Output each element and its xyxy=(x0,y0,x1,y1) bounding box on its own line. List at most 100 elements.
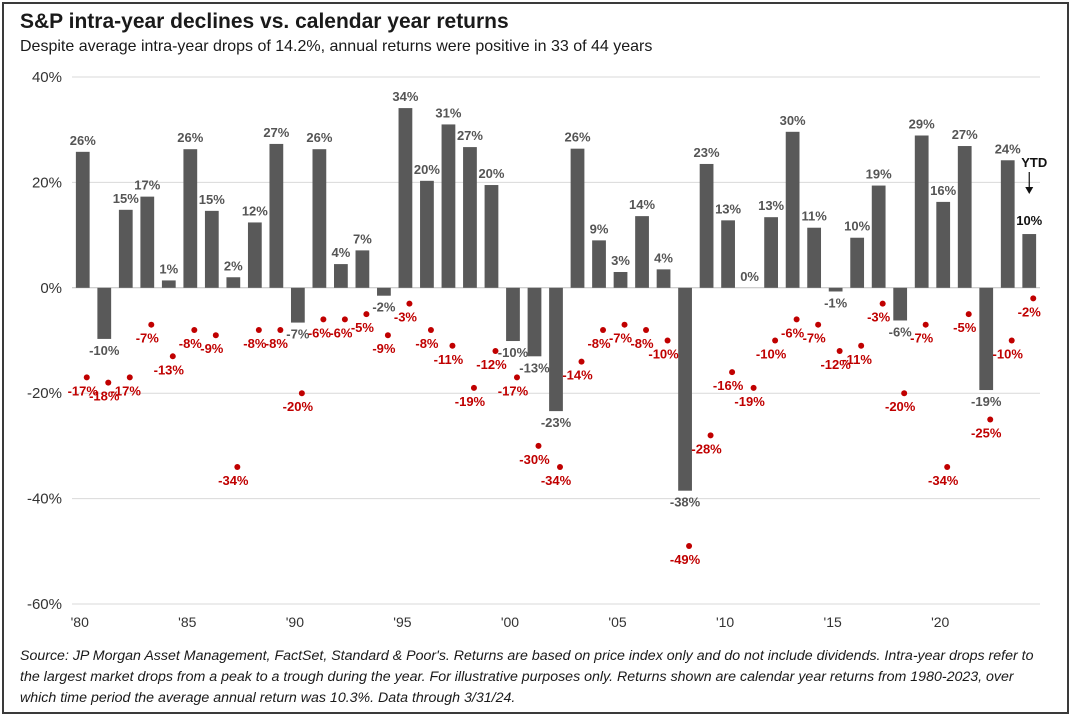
decline-dot xyxy=(664,337,671,344)
return-label: 2% xyxy=(224,258,243,273)
chart-subtitle: Despite average intra-year drops of 14.2… xyxy=(20,38,653,55)
decline-label: -7% xyxy=(136,331,160,346)
return-label: 13% xyxy=(715,201,741,216)
decline-label: -19% xyxy=(455,394,486,409)
decline-label: -20% xyxy=(885,399,916,414)
decline-label: -16% xyxy=(713,378,744,393)
return-label: -6% xyxy=(889,324,913,339)
return-label: 1% xyxy=(159,261,178,276)
return-bar xyxy=(75,151,90,288)
return-label: 10% xyxy=(1016,213,1042,228)
decline-dot xyxy=(363,311,370,318)
decline-dot xyxy=(234,463,241,470)
decline-dot xyxy=(320,316,327,323)
return-bar xyxy=(355,250,370,288)
x-tick-label: '80 xyxy=(71,614,89,630)
return-bar xyxy=(699,163,714,288)
decline-label: -20% xyxy=(283,399,314,414)
return-bar xyxy=(463,147,477,288)
return-label: 16% xyxy=(930,183,956,198)
return-bar xyxy=(204,210,219,288)
return-label: 27% xyxy=(457,128,483,143)
return-label: 23% xyxy=(694,145,720,160)
decline-dot xyxy=(729,369,736,376)
return-label: 4% xyxy=(331,245,350,260)
decline-label: -8% xyxy=(265,336,289,351)
decline-dot xyxy=(169,353,176,360)
return-bar xyxy=(161,280,176,288)
decline-dot xyxy=(707,432,714,439)
decline-label: -8% xyxy=(243,336,267,351)
return-label: 30% xyxy=(780,113,806,128)
x-tick-label: '90 xyxy=(286,614,304,630)
decline-label: -5% xyxy=(351,320,375,335)
return-label: -38% xyxy=(670,495,701,510)
return-bar xyxy=(1022,234,1037,288)
decline-dot xyxy=(750,384,757,391)
decline-dot xyxy=(341,316,348,323)
return-label: 34% xyxy=(392,89,418,104)
decline-label: -10% xyxy=(993,347,1024,362)
x-tick-label: '15 xyxy=(824,614,842,630)
return-label: -10% xyxy=(498,345,529,360)
return-bar xyxy=(721,220,735,288)
decline-dot xyxy=(470,384,477,391)
intra-year-decline-dots xyxy=(83,295,1037,550)
decline-label: -49% xyxy=(670,552,701,567)
decline-label: -12% xyxy=(476,357,507,372)
return-bar xyxy=(592,240,606,288)
decline-label: -5% xyxy=(953,320,977,335)
return-label: 24% xyxy=(995,141,1021,156)
return-bar xyxy=(527,287,542,357)
decline-dot xyxy=(105,379,112,386)
return-bar xyxy=(290,287,305,323)
decline-label: -25% xyxy=(971,426,1002,441)
decline-label: -7% xyxy=(803,331,827,346)
return-bar xyxy=(484,185,499,288)
decline-dot xyxy=(944,463,951,470)
return-label: 12% xyxy=(242,203,268,218)
decline-dot xyxy=(965,311,972,318)
decline-label: -14% xyxy=(562,368,593,383)
return-label: 26% xyxy=(564,130,590,145)
return-bar xyxy=(613,271,628,288)
decline-label: -6% xyxy=(781,325,805,340)
decline-label: -8% xyxy=(630,336,654,351)
decline-label: -19% xyxy=(734,394,765,409)
decline-label: -34% xyxy=(218,473,249,488)
return-bar xyxy=(893,287,908,321)
decline-dot xyxy=(901,390,908,397)
return-bar xyxy=(957,146,972,288)
decline-dot xyxy=(879,300,886,307)
return-bar xyxy=(936,201,951,288)
x-tick-label: '10 xyxy=(716,614,734,630)
return-label: 26% xyxy=(70,133,96,148)
data-labels: 26%-10%15%17%1%26%15%2%12%27%-7%26%4%7%-… xyxy=(68,89,1048,567)
decline-label: -28% xyxy=(691,441,722,456)
decline-dot xyxy=(922,321,929,328)
y-tick-label: -20% xyxy=(27,385,62,402)
decline-dot xyxy=(298,390,305,397)
return-bar xyxy=(97,287,112,339)
decline-label: -9% xyxy=(372,341,396,356)
return-bar xyxy=(570,148,585,288)
decline-label: -11% xyxy=(434,352,464,367)
return-label: 26% xyxy=(306,130,332,145)
return-label: 3% xyxy=(611,253,630,268)
decline-label: -17% xyxy=(498,383,529,398)
decline-label: -11% xyxy=(842,352,872,367)
chart-title: S&P intra-year declines vs. calendar yea… xyxy=(20,10,509,33)
return-label: 14% xyxy=(629,197,655,212)
y-tick-label: 20% xyxy=(32,174,62,191)
x-tick-label: '20 xyxy=(931,614,949,630)
return-bar xyxy=(247,222,262,288)
decline-dot xyxy=(836,348,843,355)
return-bar xyxy=(398,108,413,288)
decline-label: -3% xyxy=(394,310,418,325)
return-label: 0% xyxy=(740,269,759,284)
decline-dot xyxy=(384,332,391,339)
return-bar xyxy=(377,287,391,296)
return-label: 17% xyxy=(134,178,160,193)
return-bar xyxy=(656,269,671,288)
decline-label: -8% xyxy=(587,336,611,351)
